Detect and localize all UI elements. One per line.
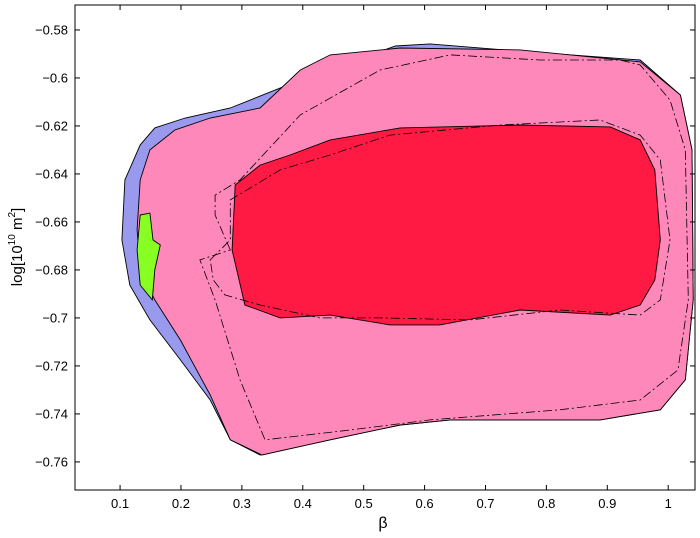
x-tick-label: 0.2	[172, 496, 190, 511]
y-label-base: log[10	[9, 245, 26, 286]
y-tick-label: −0.58	[35, 22, 68, 37]
y-tick-label: −0.68	[35, 262, 68, 277]
y-tick-label: −0.74	[35, 406, 68, 421]
y-label-exp: 2	[7, 212, 18, 218]
x-tick-label: 0.1	[111, 496, 129, 511]
contour-line	[209, 119, 671, 321]
x-tick-label: 0.5	[355, 496, 373, 511]
y-tick-label: −0.64	[35, 166, 68, 181]
x-tick-label: 0.8	[537, 496, 555, 511]
y-label-exp: 10	[7, 234, 18, 246]
y-tick-label: −0.66	[35, 214, 68, 229]
x-tick-label: 0.3	[233, 496, 251, 511]
contour-line	[199, 54, 689, 441]
y-label-close: ]	[9, 208, 26, 212]
contour-region	[231, 124, 661, 326]
axes-frame	[74, 4, 696, 491]
y-tick-label: −0.76	[35, 454, 68, 469]
x-tick-label: 0.4	[294, 496, 312, 511]
y-tick-label: −0.72	[35, 358, 68, 373]
y-axis-label: log[1010 m2]	[7, 208, 26, 286]
x-tick-label: 0.7	[476, 496, 494, 511]
y-tick-label: −0.7	[42, 310, 68, 325]
x-tick-label: 0.6	[416, 496, 434, 511]
y-label-unit: m	[9, 218, 26, 235]
x-tick-label: 1	[665, 496, 672, 511]
y-tick-label: −0.62	[35, 118, 68, 133]
contour-region	[136, 212, 161, 302]
x-axis-label: β	[378, 515, 387, 532]
y-tick-label: −0.6	[42, 70, 68, 85]
x-tick-label: 0.9	[598, 496, 616, 511]
plot-area	[121, 43, 694, 456]
